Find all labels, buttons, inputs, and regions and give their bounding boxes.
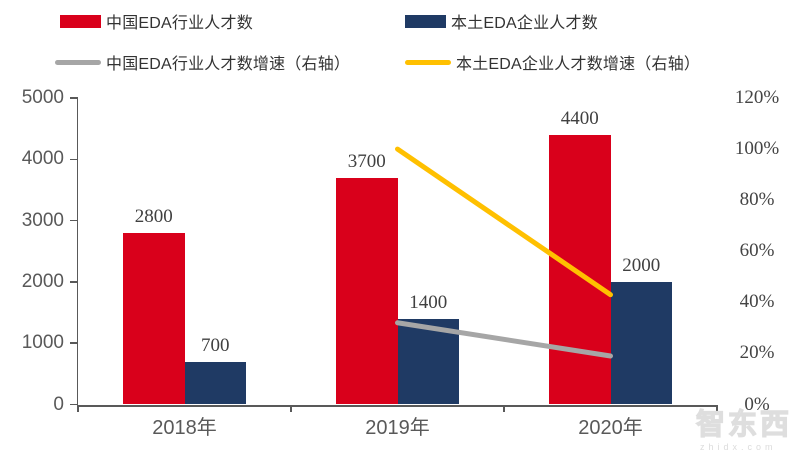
y-axis-tick-label: 4000 bbox=[21, 148, 64, 170]
right-axis-tick-label: 80% bbox=[739, 189, 775, 211]
watermark: 智东西 zhidx.com bbox=[695, 409, 792, 452]
legend-item-local-eda-talent: 本土EDA企业人才数 bbox=[405, 8, 598, 34]
red-bar-swatch-icon bbox=[60, 14, 101, 28]
y-axis-line bbox=[76, 97, 78, 406]
y-axis-tick bbox=[70, 219, 78, 222]
bar-industry-2018年 bbox=[123, 232, 185, 405]
right-axis-tick-label: 0% bbox=[744, 393, 770, 415]
legend-item-china-eda-talent: 中国EDA行业人才数 bbox=[60, 8, 253, 34]
y-axis-tick-label: 0 bbox=[53, 393, 64, 415]
watermark-domain: zhidx.com bbox=[699, 442, 777, 452]
legend-label: 中国EDA行业人才数增速（右轴） bbox=[106, 56, 351, 73]
legend-label: 中国EDA行业人才数 bbox=[106, 15, 253, 32]
y-axis-tick bbox=[70, 403, 78, 406]
y-axis-tick-label: 2000 bbox=[21, 270, 64, 292]
navy-bar-swatch-icon bbox=[405, 14, 446, 28]
bar-value-label: 4400 bbox=[560, 107, 599, 129]
bar-value-label: 2800 bbox=[134, 205, 173, 227]
y-axis-tick bbox=[70, 342, 78, 344]
legend-item-local-eda-growth: 本土EDA企业人才数增速（右轴） bbox=[405, 49, 700, 75]
bar-value-label: 2000 bbox=[622, 254, 661, 276]
legend-item-china-eda-growth: 中国EDA行业人才数增速（右轴） bbox=[55, 49, 350, 75]
x-axis-line bbox=[76, 404, 718, 407]
bar-local-2020年 bbox=[610, 281, 672, 405]
bar-industry-2019年 bbox=[336, 177, 398, 405]
x-axis-tick bbox=[77, 404, 79, 412]
y-axis-tick-label: 3000 bbox=[21, 209, 64, 231]
bar-value-label: 700 bbox=[201, 334, 230, 356]
y-axis-tick bbox=[70, 281, 78, 283]
legend-label: 本土EDA企业人才数 bbox=[451, 15, 598, 32]
gray-line-swatch-icon bbox=[55, 59, 101, 65]
bar-value-label: 3700 bbox=[347, 150, 386, 172]
y-axis-tick-label: 1000 bbox=[21, 332, 64, 354]
x-axis-tick bbox=[290, 404, 292, 412]
x-axis-tick bbox=[716, 404, 718, 412]
watermark-logo: 智东西 bbox=[695, 409, 792, 441]
bar-local-2018年 bbox=[184, 361, 246, 405]
x-axis-tick bbox=[503, 404, 505, 412]
right-axis-tick-label: 20% bbox=[739, 342, 775, 364]
y-axis-tick bbox=[70, 97, 78, 99]
right-axis-tick-label: 120% bbox=[734, 87, 780, 108]
yellow-line-swatch-icon bbox=[405, 59, 451, 65]
bar-local-2019年 bbox=[397, 318, 459, 405]
x-axis-category-label: 2019年 bbox=[365, 417, 430, 439]
right-axis-tick-label: 60% bbox=[739, 240, 775, 262]
x-axis-category-label: 2018年 bbox=[152, 417, 217, 439]
bar-value-label: 1400 bbox=[409, 291, 448, 313]
y-axis-tick-label: 5000 bbox=[21, 87, 64, 108]
x-axis-category-label: 2020年 bbox=[578, 417, 643, 439]
y-axis-tick bbox=[70, 158, 78, 161]
legend-label: 本土EDA企业人才数增速（右轴） bbox=[456, 56, 701, 73]
right-axis-tick-label: 40% bbox=[739, 291, 775, 313]
right-axis-tick-label: 100% bbox=[734, 138, 780, 160]
